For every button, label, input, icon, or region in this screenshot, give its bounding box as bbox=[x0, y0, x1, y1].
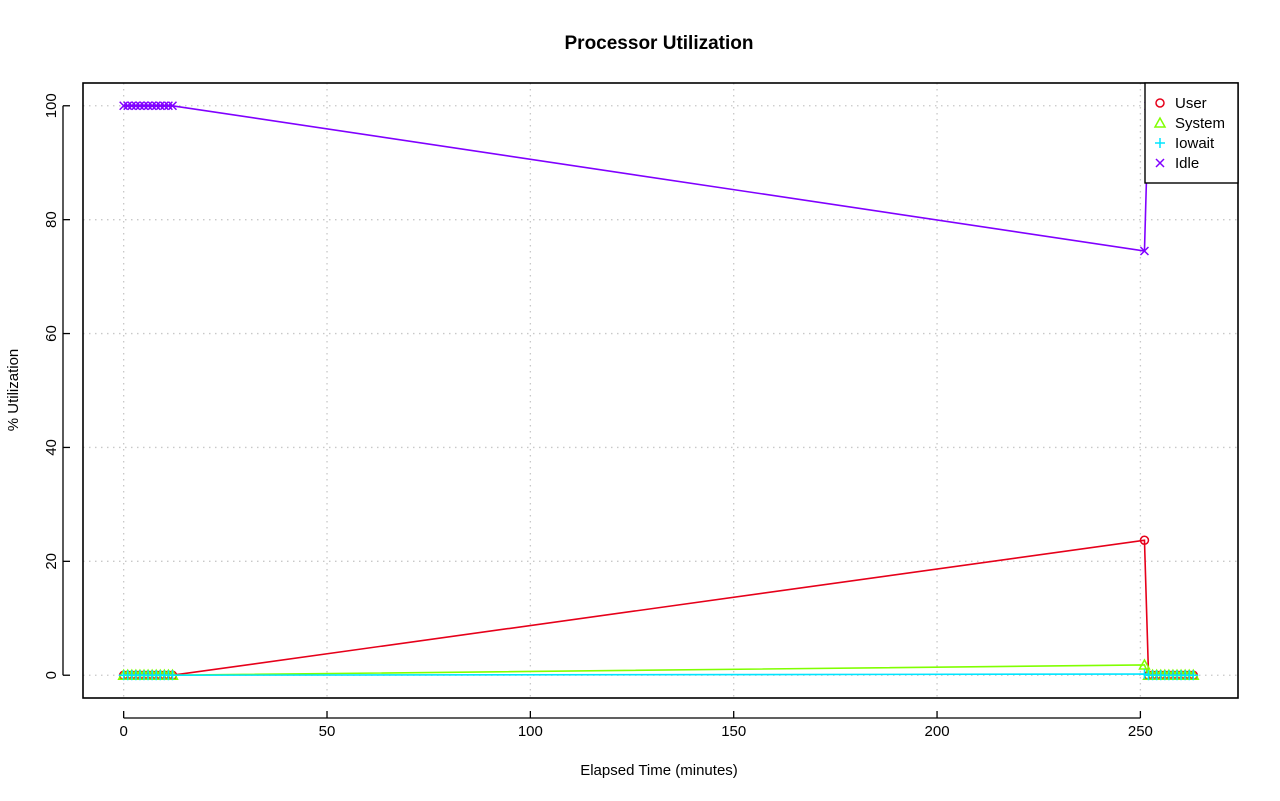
y-tick-label: 40 bbox=[43, 439, 60, 456]
data-point-idle bbox=[119, 101, 129, 111]
legend-marker-user bbox=[1155, 98, 1165, 108]
legend-label-idle: Idle bbox=[1175, 155, 1199, 172]
data-point-idle bbox=[143, 101, 153, 111]
x-tick-label: 0 bbox=[119, 723, 127, 740]
data-point-idle bbox=[163, 101, 173, 111]
series-line-idle bbox=[123, 104, 1194, 252]
x-tick-label: 200 bbox=[925, 723, 950, 740]
data-point-idle bbox=[167, 101, 178, 111]
legend-marker-iowait bbox=[1155, 138, 1165, 148]
y-tick-label: 0 bbox=[43, 671, 60, 679]
y-axis-label: % Utilization bbox=[5, 349, 22, 432]
series-user bbox=[118, 535, 1199, 680]
legend-marker-idle bbox=[1155, 158, 1165, 168]
legend-label-user: User bbox=[1175, 95, 1207, 112]
data-point-idle bbox=[127, 101, 137, 111]
y-tick-label: 20 bbox=[43, 553, 60, 570]
x-tick-label: 100 bbox=[518, 723, 543, 740]
data-point-idle bbox=[1139, 246, 1149, 256]
chart-title: Processor Utilization bbox=[565, 33, 754, 54]
x-tick-label: 250 bbox=[1128, 723, 1153, 740]
x-tick-label: 50 bbox=[319, 723, 336, 740]
series-line-user bbox=[123, 539, 1194, 677]
grid-lines bbox=[83, 83, 1238, 698]
axes: 0 50 100 150 200 250 0 20 40 60 80 100 bbox=[43, 93, 1153, 740]
data-point-idle bbox=[151, 101, 161, 111]
x-axis-label: Elapsed Time (minutes) bbox=[580, 762, 738, 779]
data-point-idle bbox=[147, 101, 157, 111]
series-iowait bbox=[118, 669, 1199, 681]
data-series bbox=[117, 101, 1200, 681]
plot-frame bbox=[82, 82, 1239, 699]
series-system bbox=[117, 658, 1200, 680]
data-point-idle bbox=[155, 101, 165, 111]
data-point-user bbox=[1139, 535, 1150, 546]
data-point-system bbox=[1138, 658, 1151, 670]
series-idle bbox=[119, 101, 1198, 256]
legend-label-iowait: Iowait bbox=[1175, 135, 1215, 152]
y-tick-label: 80 bbox=[43, 211, 60, 228]
data-point-idle bbox=[135, 101, 145, 111]
data-point-iowait bbox=[1188, 670, 1199, 681]
y-tick-label: 60 bbox=[43, 325, 60, 342]
data-point-idle bbox=[139, 101, 149, 111]
data-point-idle bbox=[131, 101, 141, 111]
data-point-idle bbox=[159, 101, 169, 111]
legend: User System Iowait Idle bbox=[1144, 82, 1239, 184]
y-tick-label: 100 bbox=[43, 93, 60, 118]
x-tick-label: 150 bbox=[721, 723, 746, 740]
legend-marker-system bbox=[1153, 116, 1167, 128]
data-point-iowait bbox=[167, 670, 178, 681]
legend-label-system: System bbox=[1175, 115, 1225, 132]
data-point-idle bbox=[123, 101, 133, 111]
